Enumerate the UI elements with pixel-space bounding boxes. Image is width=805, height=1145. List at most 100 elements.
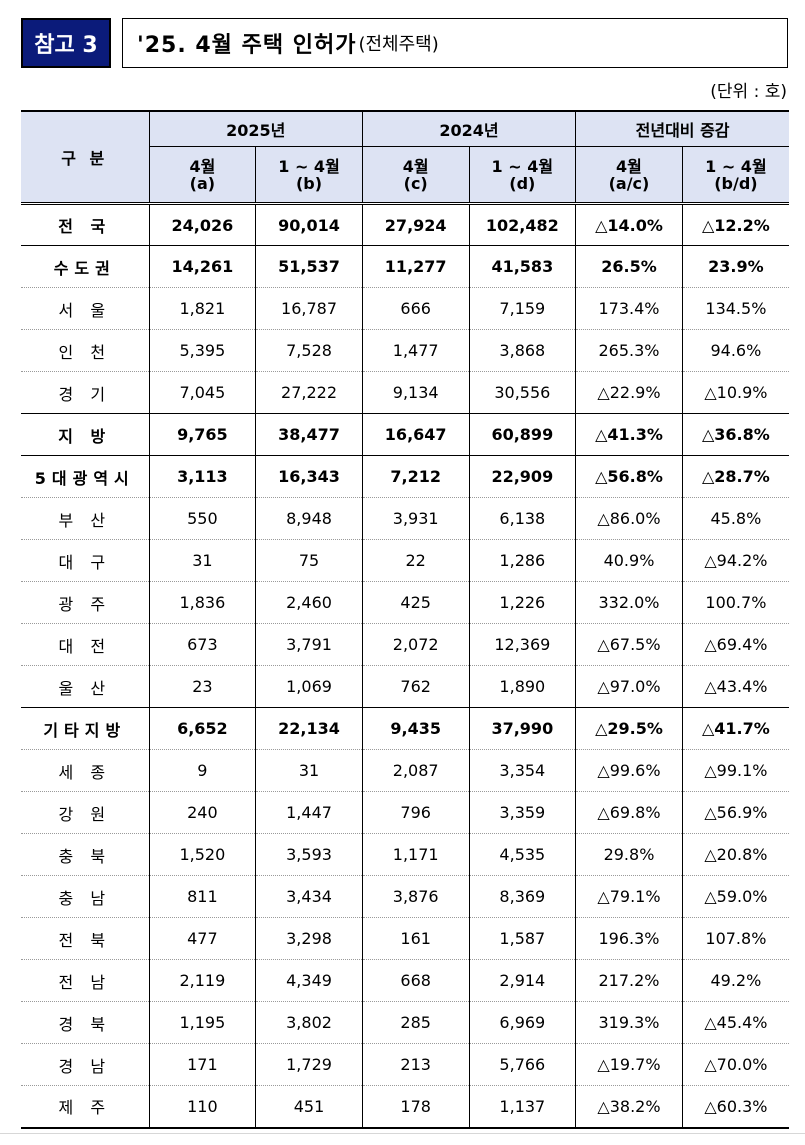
value-cell: 1,821 [148,287,256,330]
value-cell: 178 [361,1085,469,1129]
value-cell: 332.0% [575,581,683,624]
value-cell: 94.6% [681,329,789,372]
value-cell: 107.8% [681,917,789,960]
value-cell: 285 [361,1001,469,1044]
value-cell: 45.8% [681,497,789,540]
value-cell: 762 [361,665,469,708]
value-cell: 3,298 [255,917,363,960]
value-cell: 1,069 [255,665,363,708]
value-cell: 8,948 [255,497,363,540]
value-cell: 90,014 [255,203,363,246]
table-row: 전 북 477 3,298 161 1,587 196.3% 107.8% [21,917,789,960]
value-cell: 40.9% [575,539,683,582]
value-cell: 16,343 [255,455,363,498]
value-cell: 3,931 [361,497,469,540]
page-header: 참고 3 '25. 4월 주택 인허가 (전체주택) [21,18,788,68]
value-cell: △97.0% [575,665,683,708]
value-cell: 51,537 [255,245,363,288]
title-box: '25. 4월 주택 인허가 (전체주택) [122,18,788,68]
region-name: 강 원 [21,791,150,834]
region-name: 부 산 [21,497,150,540]
value-cell: 3,113 [148,455,256,498]
table-row: 전 남 2,119 4,349 668 2,914 217.2% 49.2% [21,959,789,1002]
value-cell: △67.5% [575,623,683,666]
reference-badge: 참고 3 [21,18,111,68]
table-row: 제 주 110 451 178 1,137 △38.2% △60.3% [21,1085,789,1129]
value-cell: 26.5% [575,245,683,288]
region-name: 서 울 [21,287,150,330]
value-cell: △70.0% [681,1043,789,1086]
value-cell: 9,765 [148,413,256,456]
value-cell: 4,349 [255,959,363,1002]
value-cell: △56.8% [575,455,683,498]
page-subtitle: (전체주택) [358,34,439,55]
region-name: 대 구 [21,539,150,582]
region-name: 경 남 [21,1043,150,1086]
value-cell: △41.3% [575,413,683,456]
region-name: 대 전 [21,623,150,666]
value-cell: 22,909 [468,455,576,498]
region-name: 수도권 [21,245,150,288]
table-row: 서 울 1,821 16,787 666 7,159 173.4% 134.5% [21,287,789,330]
region-name: 기타지방 [21,707,150,750]
region-name: 제 주 [21,1085,150,1129]
value-cell: 5,766 [468,1043,576,1086]
value-cell: 31 [148,539,256,582]
region-name: 경 북 [21,1001,150,1044]
header-sub-col: 4월 (a) [148,146,256,204]
value-cell: 12,369 [468,623,576,666]
value-cell: △10.9% [681,371,789,414]
header-group-2024: 2024년 [361,111,576,147]
value-cell: 550 [148,497,256,540]
page-bottom-rule [0,1133,805,1134]
value-cell: 196.3% [575,917,683,960]
table-row: 기타지방 6,652 22,134 9,435 37,990 △29.5% △41.7% [21,707,789,750]
value-cell: 1,587 [468,917,576,960]
header-group-change: 전년대비 증감 [575,111,789,147]
value-cell: 22,134 [255,707,363,750]
value-cell: 3,593 [255,833,363,876]
value-cell: 9 [148,749,256,792]
value-cell: 173.4% [575,287,683,330]
value-cell: 3,434 [255,875,363,918]
value-cell: △69.8% [575,791,683,834]
region-name: 지 방 [21,413,150,456]
value-cell: △19.7% [575,1043,683,1086]
value-cell: △99.6% [575,749,683,792]
value-cell: △12.2% [681,203,789,246]
value-cell: 1,836 [148,581,256,624]
value-cell: 1,520 [148,833,256,876]
value-cell: △86.0% [575,497,683,540]
table-row: 경 남 171 1,729 213 5,766 △19.7% △70.0% [21,1043,789,1086]
value-cell: 3,354 [468,749,576,792]
value-cell: 2,087 [361,749,469,792]
value-cell: △43.4% [681,665,789,708]
value-cell: 27,222 [255,371,363,414]
value-cell: 3,359 [468,791,576,834]
header-category: 구 분 [21,111,150,205]
value-cell: 666 [361,287,469,330]
region-name: 5대광역시 [21,455,150,498]
value-cell: △14.0% [575,203,683,246]
value-cell: 1,226 [468,581,576,624]
value-cell: 3,876 [361,875,469,918]
value-cell: 673 [148,623,256,666]
value-cell: 8,369 [468,875,576,918]
value-cell: 1,137 [468,1085,576,1129]
unit-label: (단위 : 호) [710,82,787,102]
value-cell: 22 [361,539,469,582]
value-cell: 7,212 [361,455,469,498]
header-sub-col: 4월 (c) [361,146,469,204]
header-sub-col: 4월 (a/c) [575,146,683,204]
value-cell: 3,802 [255,1001,363,1044]
table-row: 전 국 24,026 90,014 27,924 102,482 △14.0% △12.2% [21,203,789,246]
value-cell: 217.2% [575,959,683,1002]
value-cell: 41,583 [468,245,576,288]
value-cell: △41.7% [681,707,789,750]
value-cell: 37,990 [468,707,576,750]
value-cell: 796 [361,791,469,834]
value-cell: 171 [148,1043,256,1086]
value-cell: 38,477 [255,413,363,456]
value-cell: △94.2% [681,539,789,582]
table-row: 경 기 7,045 27,222 9,134 30,556 △22.9% △10.9% [21,371,789,414]
